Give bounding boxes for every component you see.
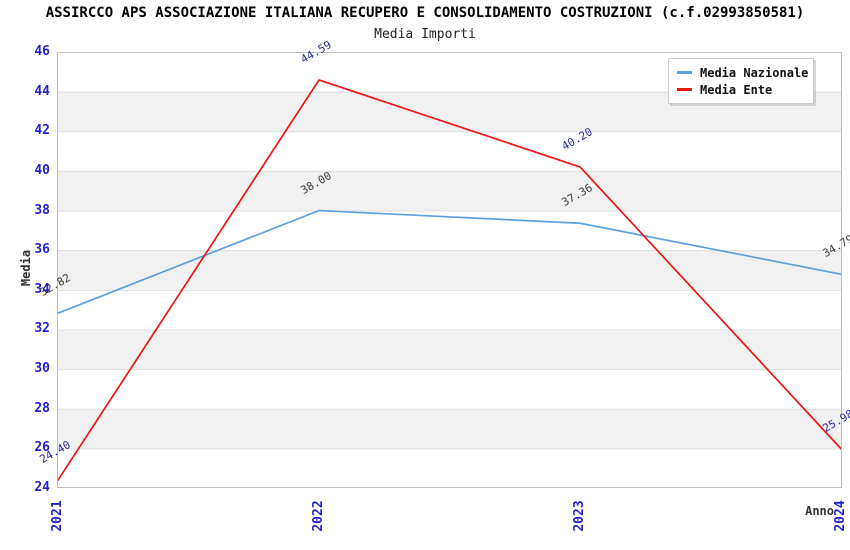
plot-border [57, 52, 842, 488]
series-line-media-nazionale [57, 209, 842, 315]
y-tick-label: 40 [34, 162, 50, 178]
legend-item-media-nazionale: Media Nazionale [677, 64, 809, 81]
legend: Media Nazionale Media Ente [668, 58, 814, 104]
background-band [57, 170, 842, 211]
background-band [57, 448, 842, 488]
x-tick-label: 2023 [572, 500, 587, 532]
y-tick-label: 42 [34, 123, 50, 139]
background-band [57, 131, 842, 171]
y-tick-label: 30 [34, 361, 50, 377]
background-band [57, 369, 842, 409]
legend-swatch-icon [677, 71, 692, 74]
y-tick-label: 46 [34, 44, 50, 59]
chart-title: ASSIRCCO APS ASSOCIAZIONE ITALIANA RECUP… [45, 5, 805, 21]
y-tick-label: 34 [34, 281, 50, 297]
background-band [57, 408, 842, 449]
chart-subtitle: Media Importi [374, 27, 476, 42]
plot-area [57, 52, 842, 488]
series-line-media-ente [57, 79, 842, 481]
legend-item-media-ente: Media Ente [677, 81, 805, 98]
y-tick-label: 28 [34, 400, 50, 416]
y-tick-label: 44 [34, 83, 50, 99]
background-band [57, 329, 842, 370]
legend-label: Media Ente [700, 82, 773, 97]
y-tick-label: 36 [34, 242, 50, 258]
x-axis-title: Anno [805, 504, 834, 518]
y-tick-label: 38 [34, 202, 50, 218]
y-tick-label: 32 [34, 321, 50, 337]
x-tick-label: 2024 [833, 500, 848, 532]
y-tick-label: 26 [34, 440, 50, 456]
legend-swatch-icon [677, 88, 692, 91]
plot-canvas [57, 52, 842, 488]
y-tick-label: 24 [34, 480, 50, 495]
x-tick-label: 2022 [311, 500, 326, 532]
x-tick-label: 2021 [50, 500, 65, 532]
legend-label: Media Nazionale [700, 65, 809, 80]
background-band [57, 250, 842, 290]
